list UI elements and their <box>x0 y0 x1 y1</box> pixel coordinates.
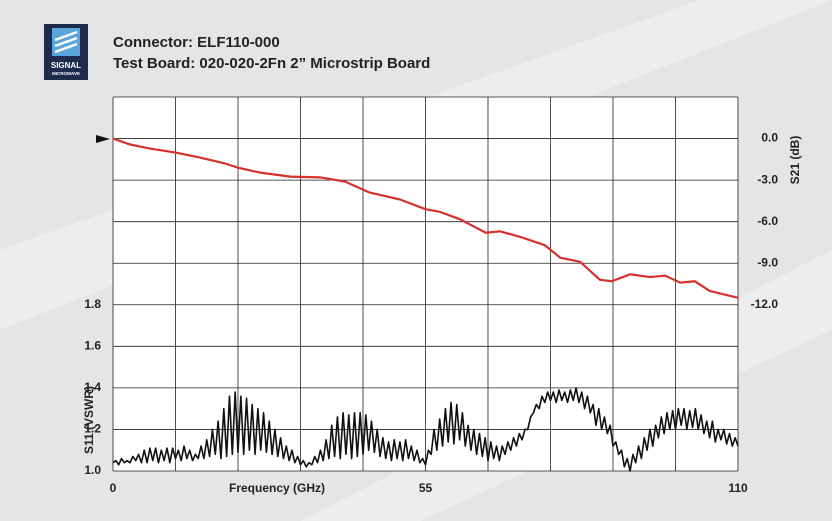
y2-tick-label: 0.0 <box>761 131 778 145</box>
series-line <box>112 387 739 472</box>
series-line <box>112 137 739 299</box>
logo-name: SIGNAL <box>51 61 81 70</box>
logo-sub: MICROWAVE <box>52 71 80 76</box>
x-tick-label: 55 <box>419 481 433 495</box>
chart-subtitle: Test Board: 020-020-2Fn 2” Microstrip Bo… <box>113 55 430 72</box>
reference-arrow <box>96 135 110 143</box>
y-axis-label: S11 (VSWR) <box>82 386 96 454</box>
y-tick-label: 1.4 <box>84 380 101 394</box>
y2-tick-label: -9.0 <box>757 255 778 269</box>
y2-axis-label: S21 (dB) <box>788 136 802 185</box>
logo-icon-stripes <box>54 30 78 54</box>
y2-tick-label: -6.0 <box>757 214 778 228</box>
y2-tick-label: -3.0 <box>757 172 778 186</box>
x-axis-label: Frequency (GHz) <box>229 481 325 495</box>
chart-title: Connector: ELF110-000 <box>113 34 280 51</box>
logo: SIGNAL MICROWAVE <box>44 24 88 80</box>
y-tick-label: 1.6 <box>84 339 101 353</box>
x-tick-label: 110 <box>728 481 748 495</box>
y-tick-label: 1.8 <box>84 297 101 311</box>
x-tick-label: 0 <box>110 481 117 495</box>
y2-tick-label: -12.0 <box>751 297 779 311</box>
y-tick-label: 1.2 <box>84 422 101 436</box>
y-tick-label: 1.0 <box>84 463 101 477</box>
